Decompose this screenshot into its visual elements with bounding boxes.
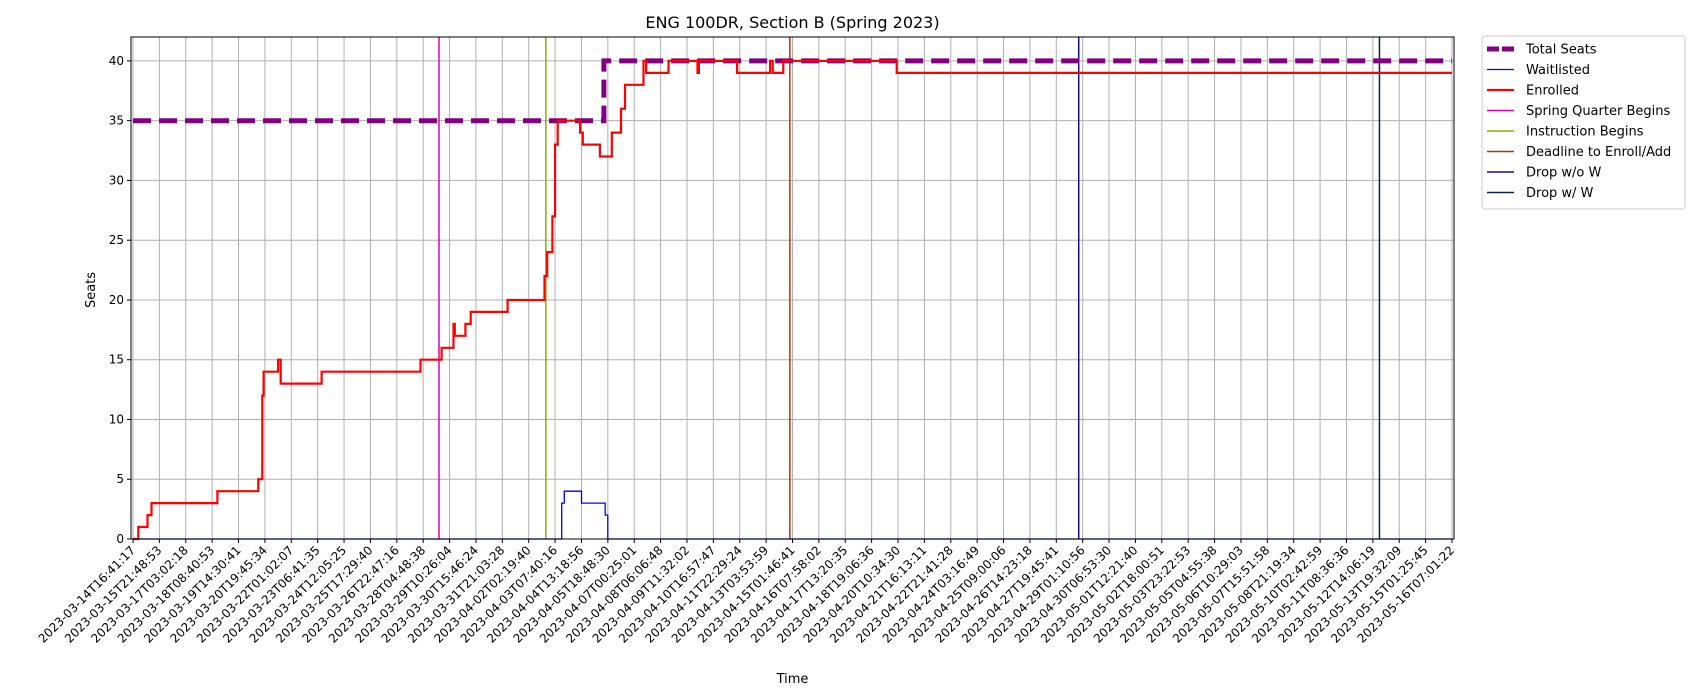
legend-label: Instruction Begins bbox=[1526, 125, 1644, 140]
legend-label: Drop w/ W bbox=[1526, 186, 1594, 201]
chart-title: ENG 100DR, Section B (Spring 2023) bbox=[645, 13, 939, 32]
series-waitlisted bbox=[133, 490, 1452, 540]
grid bbox=[131, 37, 1454, 540]
legend-label: Spring Quarter Begins bbox=[1526, 104, 1670, 119]
series-lines bbox=[133, 58, 1452, 541]
y-axis-label: Seats bbox=[84, 272, 99, 308]
x-axis-ticks: 2023-03-14T16:41:172023-03-15T21:48:5320… bbox=[36, 539, 1457, 646]
legend-label: Deadline to Enroll/Add bbox=[1526, 145, 1671, 160]
y-tick-label: 5 bbox=[116, 472, 124, 486]
y-tick-label: 35 bbox=[109, 114, 124, 128]
legend-label: Total Seats bbox=[1525, 43, 1597, 58]
event-lines bbox=[438, 37, 1381, 539]
legend-label: Drop w/o W bbox=[1526, 166, 1602, 181]
legend-label: Waitlisted bbox=[1526, 63, 1590, 78]
legend: Total Seats Waitlisted Enrolled Spring Quar… bbox=[1481, 35, 1686, 210]
legend-label: Enrolled bbox=[1526, 84, 1579, 99]
y-tick-label: 0 bbox=[116, 532, 124, 546]
series-enrolled bbox=[133, 59, 1452, 541]
x-axis-label: Time bbox=[776, 672, 809, 687]
legend-box bbox=[1481, 35, 1686, 210]
series-total-seats bbox=[133, 58, 1452, 124]
y-tick-label: 15 bbox=[109, 353, 124, 367]
y-axis-ticks: 0 5 10 15 20 25 30 35 40 bbox=[109, 54, 131, 546]
y-tick-label: 10 bbox=[109, 412, 124, 426]
y-tick-label: 30 bbox=[109, 173, 124, 187]
y-tick-label: 25 bbox=[109, 233, 124, 247]
y-tick-label: 20 bbox=[109, 293, 124, 307]
y-tick-label: 40 bbox=[109, 54, 124, 68]
